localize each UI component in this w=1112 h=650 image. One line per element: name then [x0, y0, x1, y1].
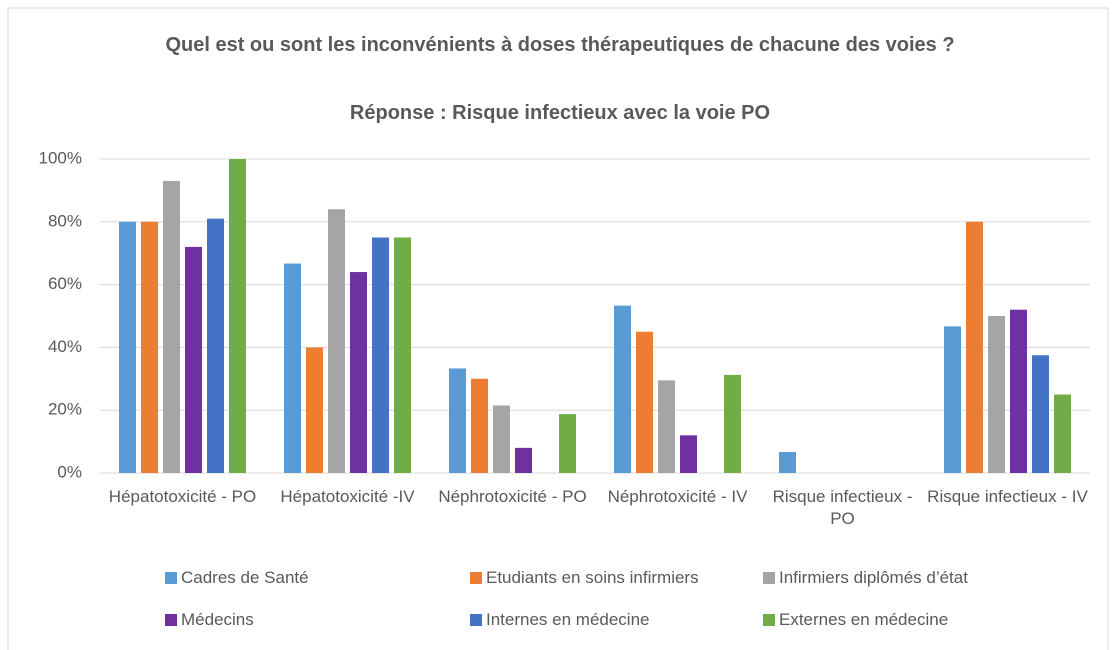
legend-swatch [763, 614, 775, 626]
legend-label: Infirmiers diplômés d’état [779, 568, 968, 587]
legend-label: Médecins [181, 610, 254, 629]
bar [229, 159, 246, 473]
y-tick-label: 100% [39, 148, 82, 167]
bar [493, 405, 510, 473]
bar [988, 316, 1005, 473]
bar [1054, 394, 1071, 473]
x-tick-label: Néphrotoxicité - IV [607, 487, 748, 506]
x-tick-label: Risque infectieux - PO [772, 487, 913, 528]
legend-item: Médecins [165, 610, 254, 630]
y-tick-label: 20% [48, 400, 82, 419]
x-tick-label: Risque infectieux - IV [927, 487, 1088, 506]
bar [944, 326, 961, 473]
bar [119, 221, 136, 473]
bar [207, 218, 224, 473]
x-tick-label: Hépatotoxicité -IV [280, 487, 415, 506]
legend-swatch [763, 572, 775, 584]
bar [724, 374, 741, 473]
legend-swatch [470, 572, 482, 584]
chart-title: Quel est ou sont les inconvénients à dos… [165, 34, 955, 56]
bar [328, 209, 345, 474]
bar [185, 246, 202, 473]
x-tick-label: Néphrotoxicité - PO [438, 487, 587, 506]
bar [163, 180, 180, 474]
bar [449, 368, 466, 473]
legend-label: Internes en médecine [486, 610, 650, 629]
bar [141, 221, 158, 473]
x-tick-label: Hépatotoxicité - PO [108, 487, 257, 506]
legend-swatch [165, 614, 177, 626]
legend-item: Infirmiers diplômés d’état [763, 568, 968, 588]
bar [394, 237, 411, 473]
frame [7, 7, 1109, 650]
legend-label: Cadres de Santé [181, 568, 309, 587]
legend-label: Etudiants en soins infirmiers [486, 568, 699, 587]
chart-subtitle: Réponse : Risque infectieux avec la voie… [349, 102, 771, 124]
bar [614, 305, 631, 473]
legend-swatch [470, 614, 482, 626]
bar [779, 451, 796, 473]
bar [471, 378, 488, 473]
bar [284, 263, 301, 473]
legend-item: Internes en médecine [470, 610, 650, 630]
bar [372, 237, 389, 473]
y-tick-label: 0% [57, 462, 82, 481]
legend-label: Externes en médecine [779, 610, 949, 629]
bar [966, 221, 983, 473]
bar [1010, 309, 1027, 473]
bar [559, 414, 576, 473]
bar [515, 447, 532, 473]
bar [680, 435, 697, 473]
y-tick-label: 80% [48, 211, 82, 230]
bar [1032, 355, 1049, 473]
bar [350, 272, 367, 473]
legend-item: Etudiants en soins infirmiers [470, 568, 699, 588]
bar [306, 347, 323, 473]
bar [658, 380, 675, 473]
legend-item: Cadres de Santé [165, 568, 309, 588]
legend-swatch [165, 572, 177, 584]
y-tick-label: 60% [48, 274, 82, 293]
bar [636, 331, 653, 473]
legend-item: Externes en médecine [763, 610, 948, 630]
y-tick-label: 40% [48, 337, 82, 356]
